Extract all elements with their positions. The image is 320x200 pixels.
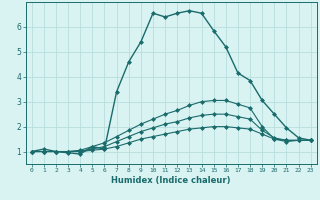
X-axis label: Humidex (Indice chaleur): Humidex (Indice chaleur): [111, 176, 231, 185]
